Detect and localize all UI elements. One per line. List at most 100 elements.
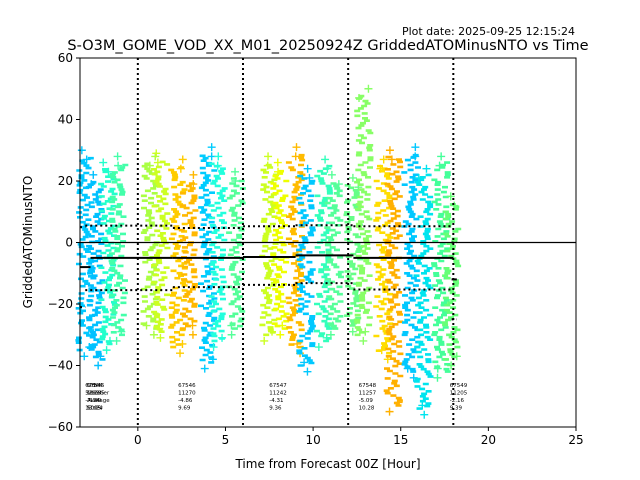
scatter-series-24 bbox=[441, 192, 462, 370]
annotation-line: 11270 bbox=[178, 391, 196, 397]
scatter-point bbox=[99, 158, 108, 167]
scatter-point bbox=[77, 146, 86, 155]
scatter-point bbox=[292, 143, 301, 152]
scatter-point bbox=[114, 161, 123, 170]
annotation-line: 11242 bbox=[269, 391, 287, 397]
scatter-point bbox=[80, 352, 89, 361]
scatter-point bbox=[305, 173, 314, 182]
scatter-point bbox=[394, 398, 403, 407]
scatter-point bbox=[437, 152, 446, 161]
y-tick-label: 40 bbox=[58, 113, 73, 127]
scatter-point bbox=[214, 152, 223, 161]
scatter-point bbox=[208, 355, 217, 364]
scatter-point bbox=[82, 155, 91, 164]
scatter-band-18 bbox=[354, 94, 374, 337]
x-tick-label: 0 bbox=[134, 433, 142, 447]
annotation-line: 67544 bbox=[85, 383, 103, 389]
scatter-point bbox=[435, 161, 444, 170]
scatter-point bbox=[379, 155, 388, 164]
scatter-point bbox=[176, 164, 185, 173]
scatter-series-12 bbox=[270, 158, 290, 339]
annotation-line: -4.99 bbox=[87, 398, 102, 404]
scatter-point bbox=[152, 149, 161, 158]
scatter-point bbox=[263, 161, 272, 170]
chart-title: S-O3M_GOME_VOD_XX_M01_20250924Z GriddedA… bbox=[67, 38, 588, 54]
scatter-point bbox=[102, 346, 111, 355]
scatter-series-7 bbox=[178, 170, 199, 339]
scatter-series-18 bbox=[354, 84, 374, 345]
scatter-point bbox=[104, 167, 113, 176]
y-tick-label: −40 bbox=[48, 359, 73, 373]
scatter-point bbox=[364, 84, 373, 93]
scatter-point bbox=[200, 364, 209, 373]
y-axis: −60 −40 −20 0 20 40 60 bbox=[48, 51, 80, 434]
orbit-annotation-6: 67549 11205 -2.16 9.39 bbox=[450, 383, 468, 412]
scatter-point bbox=[328, 321, 337, 330]
scatter-point bbox=[227, 321, 236, 330]
orbit-annotation-1: Orbit Number Average Stdev bbox=[87, 383, 110, 412]
scatter-point bbox=[422, 164, 431, 173]
scatter-point bbox=[112, 336, 121, 345]
scatter-point bbox=[411, 143, 420, 152]
scatter-point bbox=[264, 152, 273, 161]
annotation-line: 5292 bbox=[85, 391, 99, 397]
annotation-line: 10.24 bbox=[87, 406, 103, 412]
y-tick-label: −20 bbox=[48, 297, 73, 311]
annotation-line: -2.16 bbox=[450, 398, 465, 404]
annotation-line: 67545 bbox=[87, 383, 105, 389]
x-axis-label: Time from Forecast 00Z [Hour] bbox=[234, 457, 420, 471]
scatter-point bbox=[274, 167, 283, 176]
scatter-point bbox=[348, 327, 357, 336]
annotation-line: 11205 bbox=[450, 391, 468, 397]
scatter-layer bbox=[75, 84, 462, 419]
annotation-line: Stdev bbox=[87, 406, 104, 412]
annotation-line: 13.05 bbox=[85, 406, 101, 412]
annotation-line: Orbit bbox=[87, 383, 102, 389]
scatter-point bbox=[218, 333, 227, 342]
orbit-annotation-5: 67548 11257 -5.09 10.28 bbox=[359, 383, 377, 412]
scatter-point bbox=[447, 361, 456, 370]
y-axis-label: GriddedATOMinusNTO bbox=[21, 176, 35, 309]
scatter-band-1 bbox=[85, 180, 106, 361]
scatter-point bbox=[142, 321, 151, 330]
x-axis: 0 5 10 15 20 25 bbox=[134, 427, 584, 447]
scatter-point bbox=[213, 161, 222, 170]
annotation-line: 9.69 bbox=[178, 406, 191, 412]
x-tick-label: 5 bbox=[222, 433, 230, 447]
plot-date: Plot date: 2025-09-25 12:15:24 bbox=[402, 25, 575, 38]
scatter-point bbox=[433, 364, 442, 373]
scatter-point bbox=[189, 180, 198, 189]
scatter-point bbox=[231, 167, 240, 176]
scatter-point bbox=[303, 367, 312, 376]
annotation-line: 11257 bbox=[359, 391, 377, 397]
y-tick-label: 20 bbox=[58, 174, 73, 188]
scatter-point bbox=[300, 358, 309, 367]
scatter-point bbox=[361, 327, 370, 336]
annotation-line: Number bbox=[87, 391, 110, 397]
scatter-point bbox=[452, 352, 461, 361]
scatter-point bbox=[334, 180, 343, 189]
scatter-point bbox=[178, 339, 187, 348]
scatter-point bbox=[94, 361, 103, 370]
scatter-point bbox=[322, 333, 331, 342]
scatter-band-10 bbox=[226, 177, 246, 330]
orbit-annotation-2: 67545 11285 -4.99 10.24 bbox=[87, 383, 105, 412]
scatter-point bbox=[188, 330, 197, 339]
scatter-point bbox=[260, 336, 269, 345]
scatter-point bbox=[418, 401, 427, 410]
scatter-series-1 bbox=[85, 170, 106, 370]
orbit-annotation-3: 67546 11270 -4.86 9.69 bbox=[178, 383, 196, 412]
scatter-point bbox=[326, 330, 335, 339]
scatter-point bbox=[156, 333, 165, 342]
annotation-line: -4.86 bbox=[178, 398, 193, 404]
scatter-band-24 bbox=[441, 203, 462, 361]
scatter-point bbox=[385, 407, 394, 416]
x-tick-label: 10 bbox=[305, 433, 320, 447]
scatter-point bbox=[414, 173, 423, 182]
annotation-line: -7.94 bbox=[85, 398, 100, 404]
scatter-point bbox=[227, 330, 236, 339]
scatter-point bbox=[231, 177, 240, 185]
scatter-point bbox=[278, 321, 287, 330]
scatter-series-17 bbox=[343, 173, 364, 336]
